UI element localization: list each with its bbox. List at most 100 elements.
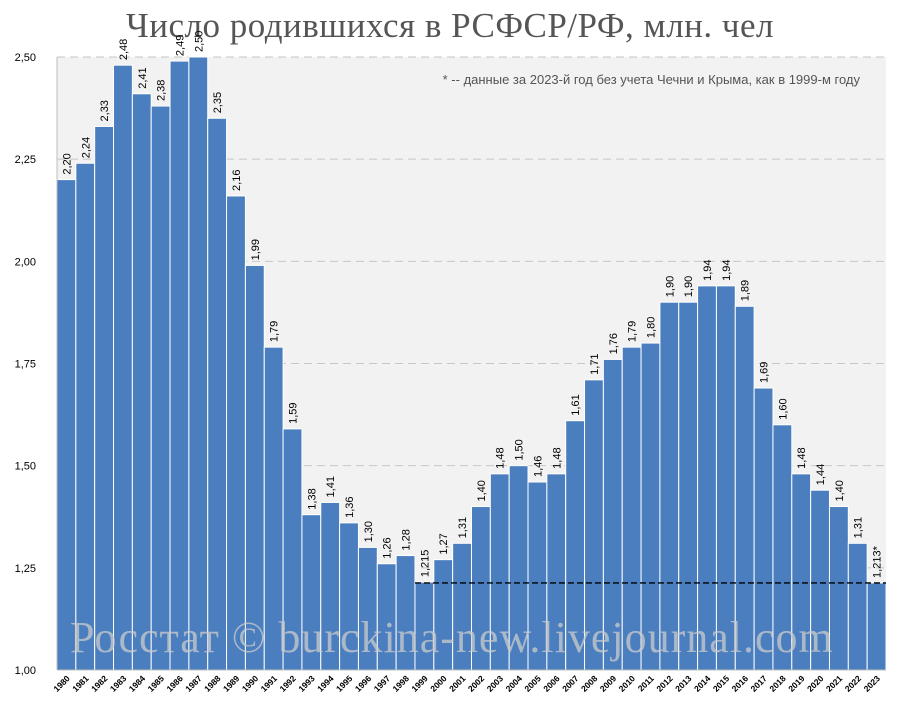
bar-1984 (131, 93, 152, 671)
data-label: 1,40 (834, 480, 846, 501)
x-tick-label: 2005 (522, 673, 543, 694)
data-label: 1,99 (250, 239, 262, 260)
data-label: 1,69 (759, 362, 771, 383)
x-tick-label: 2012 (654, 673, 675, 694)
data-label: 1,27 (438, 533, 450, 554)
x-tick-label: 2018 (767, 673, 788, 694)
data-label: 2,50 (193, 31, 205, 52)
x-tick-label: 2020 (805, 673, 826, 694)
data-label: 1,80 (645, 317, 657, 338)
bar-1981 (75, 162, 96, 671)
x-tick-label: 2016 (730, 673, 751, 694)
bar-2022 (847, 542, 868, 671)
x-tick-label: 2014 (692, 673, 713, 694)
x-tick-label: 1989 (221, 673, 242, 694)
y-tick-label: 2,00 (15, 256, 36, 268)
data-label: 2,49 (174, 35, 186, 56)
data-label: 1,38 (306, 488, 318, 509)
x-tick-label: 1988 (202, 673, 223, 694)
data-labels: 2,20 2,24 2,33 2,48 2,41 2,38 2,49 2,50 2,35 2,16… (61, 31, 883, 578)
data-label: 1,28 (401, 529, 413, 550)
x-tick-label: 1998 (391, 673, 412, 694)
bar-1988 (207, 117, 228, 671)
y-tick-label: 1,75 (15, 359, 36, 371)
data-label: 1,71 (589, 353, 601, 374)
data-label: 1,94 (702, 259, 714, 280)
data-label: 1,48 (551, 447, 563, 468)
data-label: 1,30 (363, 521, 375, 542)
x-tick-label: 2007 (560, 673, 581, 694)
data-label: 1,76 (608, 333, 620, 354)
x-tick-label: 1992 (277, 673, 298, 694)
x-tick-label: 2008 (579, 673, 600, 694)
bars (56, 56, 887, 671)
bar-1982 (94, 125, 115, 671)
x-tick-label: 1999 (409, 673, 430, 694)
bar-1985 (150, 105, 171, 671)
data-label: 1,215 (419, 550, 431, 578)
x-tick-label: 2006 (541, 673, 562, 694)
x-tick-label: 1991 (259, 673, 280, 694)
y-axis: 1,00 1,25 1,50 1,75 2,00 2,25 2,50 (15, 52, 58, 677)
x-tick-label: 1983 (108, 673, 129, 694)
bar-1990 (244, 264, 265, 671)
data-label: 1,90 (683, 276, 695, 297)
data-label: 1,36 (344, 496, 356, 517)
y-tick-label: 1,00 (15, 665, 36, 677)
data-label: 1,40 (476, 480, 488, 501)
x-axis: 1980198119821983198419851986198719881989… (51, 669, 886, 694)
x-tick-label: 1982 (89, 673, 110, 694)
x-tick-label: 2000 (428, 673, 449, 694)
data-label: 1,59 (288, 402, 300, 423)
x-tick-label: 2001 (447, 673, 468, 694)
x-tick-label: 2019 (786, 673, 807, 694)
x-tick-label: 1984 (127, 673, 148, 694)
x-tick-label: 1981 (70, 673, 91, 694)
data-label: 1,89 (740, 280, 752, 301)
bar-1986 (169, 60, 190, 671)
data-label: 2,20 (61, 153, 73, 174)
bar-1980 (56, 179, 77, 671)
data-label: 1,48 (796, 447, 808, 468)
y-tick-label: 1,50 (15, 461, 36, 473)
x-tick-label: 1993 (296, 673, 317, 694)
y-tick-label: 2,25 (15, 154, 36, 166)
x-tick-label: 1996 (353, 673, 374, 694)
x-tick-label: 1995 (334, 673, 355, 694)
data-label: 1,41 (325, 476, 337, 497)
data-label: 1,26 (382, 537, 394, 558)
x-tick-label: 2004 (504, 673, 525, 694)
data-label: 1,79 (269, 321, 281, 342)
data-label: 1,46 (532, 456, 544, 477)
x-tick-label: 2022 (843, 673, 864, 694)
watermark: Росстат © burckina-new.livejournal.com (70, 613, 834, 662)
data-label: 1,213* (872, 545, 884, 578)
data-label: 2,33 (99, 100, 111, 121)
data-label: 2,48 (118, 39, 130, 60)
x-tick-label: 1986 (164, 673, 185, 694)
x-tick-label: 2015 (711, 673, 732, 694)
bar-1983 (113, 64, 133, 671)
y-tick-label: 1,25 (15, 563, 36, 575)
data-label: 2,24 (80, 137, 92, 158)
y-tick-label: 2,50 (15, 52, 36, 64)
data-label: 1,61 (570, 394, 582, 415)
x-tick-label: 2010 (617, 673, 638, 694)
data-label: 2,41 (137, 67, 149, 88)
data-label: 2,16 (231, 170, 243, 191)
x-tick-label: 1985 (146, 673, 167, 694)
data-label: 1,50 (514, 439, 526, 460)
x-tick-label: 2003 (485, 673, 506, 694)
data-label: 1,94 (721, 259, 733, 280)
data-label: 1,31 (457, 517, 469, 538)
bar-1989 (226, 195, 246, 671)
x-tick-label: 1994 (315, 673, 336, 694)
chart-title: Число родившихся в РСФСР/РФ, млн. чел (125, 6, 774, 45)
x-tick-label: 2017 (748, 673, 769, 694)
chart-note: * -- данные за 2023-й год без учета Чечн… (443, 72, 861, 87)
data-label: 1,90 (664, 276, 676, 297)
data-label: 1,79 (627, 321, 639, 342)
x-tick-label: 2013 (673, 673, 694, 694)
x-tick-label: 1997 (372, 673, 393, 694)
x-tick-label: 2021 (824, 673, 845, 694)
